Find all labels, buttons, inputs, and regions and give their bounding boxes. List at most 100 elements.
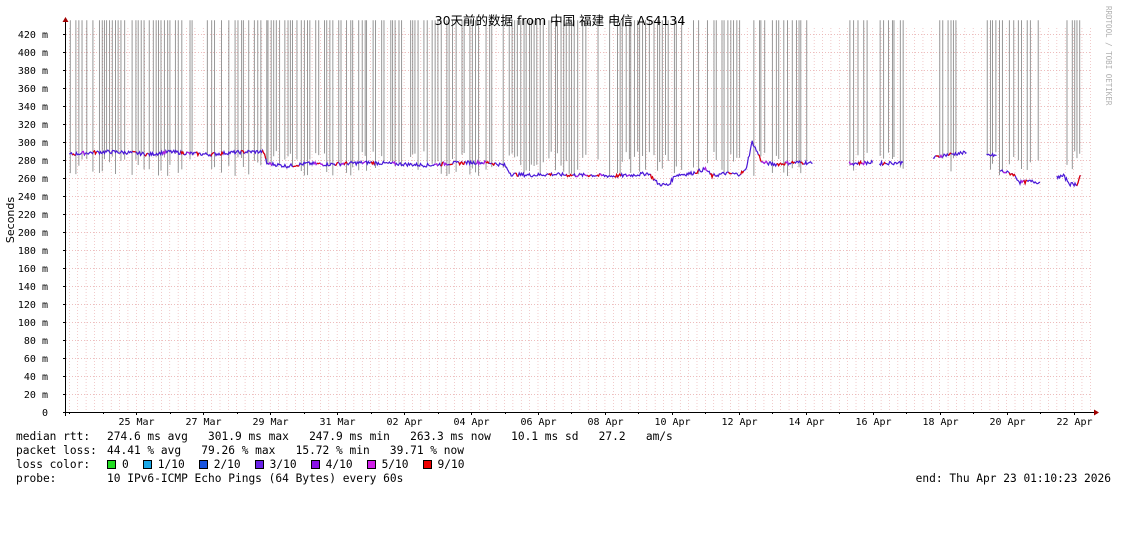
- rtt-loss-segment: [882, 161, 886, 166]
- loss-color-swatch: [366, 460, 376, 469]
- y-tick-label: 280 m: [18, 156, 48, 167]
- rtt-loss-segment: [1023, 179, 1028, 186]
- x-axis-ticks: 25 Mar 27 Mar 29 Mar 31 Mar 02 Apr 04 Apr 06 A…: [69, 412, 1093, 428]
- x-tick-label: 16 Apr: [855, 417, 891, 428]
- rtt-loss-segment: [776, 162, 781, 167]
- loss-color-swatch: [142, 460, 152, 469]
- rtt-loss-segment: [220, 150, 224, 156]
- x-tick-label: 14 Apr: [788, 417, 824, 428]
- rtt-loss-segment: [939, 154, 943, 158]
- rtt-loss-segment: [790, 160, 795, 164]
- loss-color-swatch-label: 2/10: [213, 458, 241, 471]
- rtt-loss-segment: [596, 173, 601, 178]
- rtt-loss-segment: [626, 174, 630, 177]
- rtt-loss-segment: [132, 150, 136, 153]
- y-tick-label: 180 m: [18, 246, 48, 257]
- side-watermark: RRDTOOL / TOBI OETIKER: [1104, 6, 1113, 106]
- loss-color-item: 4/10: [310, 458, 353, 472]
- rtt-loss-segment: [649, 174, 655, 181]
- rtt-loss-segment: [935, 155, 940, 158]
- loss-color-swatch-label: 0: [122, 458, 129, 471]
- rtt-loss-segment: [361, 161, 366, 165]
- rtt-loss-segment: [1008, 172, 1013, 176]
- y-tick-label: 0: [42, 408, 48, 419]
- latency-chart: 0 20 m 40 m 60 m 80 m 100 m 120 m 140 m 160 m 180…: [4, 6, 1113, 428]
- rtt-loss-segment: [857, 159, 863, 166]
- rtt-loss-segment: [947, 152, 952, 156]
- x-tick-label: 12 Apr: [721, 417, 757, 428]
- median-rtt-label: median rtt:: [16, 430, 91, 443]
- x-axis-arrow: [1094, 409, 1099, 416]
- rtt-loss-segment: [515, 172, 519, 177]
- y-tick-label: 360 m: [18, 84, 48, 95]
- rtt-loss-segment: [92, 149, 98, 156]
- y-tick-label: 140 m: [18, 282, 48, 293]
- rtt-loss-segment: [848, 161, 853, 165]
- rtt-loss-segment: [575, 174, 579, 178]
- rtt-line: [999, 169, 1041, 187]
- y-tick-label: 220 m: [18, 210, 48, 221]
- rtt-loss-segment: [449, 163, 453, 166]
- rtt-loss-segment: [782, 161, 787, 166]
- rtt-loss-segment: [334, 161, 339, 166]
- loss-color-item: 9/10: [422, 458, 464, 472]
- rtt-loss-segment: [476, 159, 481, 166]
- axes: [62, 17, 1099, 416]
- rtt-loss-segment: [461, 161, 466, 166]
- rtt-loss-segment: [1002, 171, 1007, 174]
- loss-color-swatch: [310, 460, 320, 469]
- loss-color-swatch-label: 5/10: [381, 458, 409, 471]
- rtt-loss-segment: [599, 173, 603, 177]
- y-tick-label: 380 m: [18, 66, 48, 77]
- rtt-line: [986, 152, 997, 158]
- x-tick-label: 25 Mar: [118, 417, 154, 428]
- packet-loss-label: packet loss:: [16, 444, 97, 457]
- rtt-loss-segment: [434, 163, 439, 166]
- y-tick-label: 300 m: [18, 138, 48, 149]
- rtt-loss-segment: [740, 170, 745, 175]
- loss-color-swatch: [422, 460, 432, 469]
- y-tick-label: 160 m: [18, 264, 48, 275]
- x-tick-label: 20 Apr: [989, 417, 1025, 428]
- rtt-loss-segment: [785, 160, 790, 165]
- packet-loss-stats: 44.41 % avg 79.26 % max 15.72 % min 39.7…: [107, 444, 464, 457]
- y-tick-label: 400 m: [18, 48, 48, 59]
- x-tick-label: 08 Apr: [587, 417, 623, 428]
- loss-color-item: 3/10: [254, 458, 297, 472]
- rtt-loss-segment: [80, 150, 85, 156]
- y-axis-arrow: [62, 17, 69, 22]
- rtt-loss-segment: [694, 170, 699, 175]
- rtt-loss-segment: [565, 174, 570, 178]
- loss-color-swatch-label: 3/10: [269, 458, 297, 471]
- rtt-loss-segment: [341, 162, 345, 166]
- loss-color-swatches: 0 1/10 2/10 3/10 4/10 5/10 9/10: [107, 458, 478, 472]
- median-rtt-series: [69, 140, 1081, 188]
- rtt-loss-segment: [548, 172, 552, 177]
- rtt-loss-segment: [568, 173, 573, 177]
- end-time: end: Thu Apr 23 01:10:23 2026: [915, 472, 1111, 485]
- median-rtt-stats: 274.6 ms avg 301.9 ms max 247.9 ms min 2…: [107, 430, 673, 443]
- y-axis-ticks: 0 20 m 40 m 60 m 80 m 100 m 120 m 140 m 160 m 180…: [18, 30, 66, 419]
- rtt-loss-segment: [1011, 173, 1016, 177]
- loss-color-item: 5/10: [366, 458, 409, 472]
- rtt-loss-segment: [458, 161, 463, 166]
- rtt-loss-segment: [180, 150, 185, 156]
- probe-label: probe:: [16, 472, 57, 485]
- x-tick-label: 27 Mar: [185, 417, 221, 428]
- rtt-loss-segment: [584, 174, 588, 177]
- rtt-loss-segment: [1076, 174, 1081, 186]
- legend: median rtt: 274.6 ms avg 301.9 ms max 24…: [16, 430, 1111, 486]
- rtt-loss-segment: [316, 162, 321, 165]
- rtt-line: [1056, 173, 1081, 188]
- loss-color-item: 2/10: [198, 458, 241, 472]
- rtt-loss-segment: [800, 161, 804, 165]
- grid: [66, 28, 1092, 412]
- y-tick-label: 420 m: [18, 30, 48, 41]
- x-tick-label: 04 Apr: [453, 417, 489, 428]
- rtt-loss-segment: [703, 166, 708, 172]
- x-tick-label: 29 Mar: [252, 417, 288, 428]
- probe-row: probe: 10 IPv6-ICMP Echo Pings (64 Bytes…: [16, 472, 1111, 486]
- rtt-loss-segment: [443, 161, 448, 167]
- rtt-loss-segment: [757, 154, 762, 163]
- rtt-loss-segment: [709, 173, 714, 180]
